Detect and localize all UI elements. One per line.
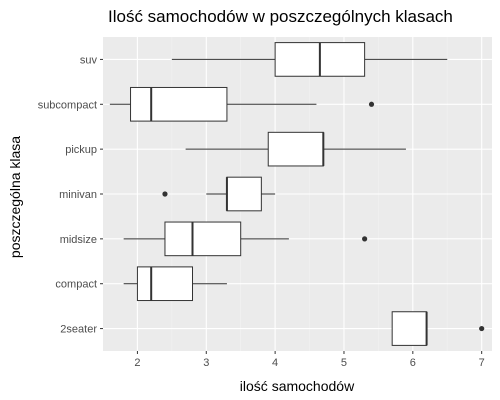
outlier-point: [479, 325, 485, 332]
box-pickup: [185, 131, 406, 167]
x-axis: 2 3 4 5 6 7: [134, 351, 485, 369]
box-iqr: [136, 266, 194, 302]
box-compact: [123, 266, 227, 302]
x-tick-label: 2: [134, 357, 140, 369]
x-tick-label: 4: [272, 357, 278, 369]
box-layer: [109, 42, 485, 346]
box-subcompact: [109, 86, 375, 122]
box-iqr: [226, 176, 262, 212]
x-tick-label: 3: [203, 357, 209, 369]
x-tick-label: 7: [479, 357, 485, 369]
x-tick-label: 5: [341, 357, 347, 369]
box-iqr: [391, 311, 428, 346]
box-iqr: [164, 221, 242, 257]
box-suv: [171, 42, 448, 77]
box-midsize: [123, 221, 368, 257]
y-tick-label: suv: [80, 54, 98, 66]
box-minivan: [162, 176, 276, 212]
outlier-point: [368, 101, 375, 107]
x-tick-label: 6: [410, 357, 416, 369]
y-axis-title: poszczególna klasa: [7, 136, 23, 258]
y-tick-label: midsize: [60, 234, 97, 246]
outlier-point: [162, 191, 168, 197]
box-iqr: [267, 131, 324, 167]
y-tick-label: pickup: [65, 144, 97, 156]
y-tick-label: compact: [55, 279, 97, 291]
y-tick-label: subcompact: [38, 99, 97, 111]
grid-lines: [103, 37, 492, 351]
y-tick-label: 2seater: [60, 324, 97, 336]
box-iqr: [130, 86, 228, 122]
y-tick-label: minivan: [59, 189, 97, 201]
y-axis: 2seater compact midsize minivan pickup subcom…: [38, 54, 103, 336]
chart-title: Ilość samochodów w poszczególnych klasac…: [108, 7, 453, 26]
outlier-point: [362, 236, 368, 242]
x-axis-title: ilość samochodów: [240, 378, 355, 394]
box-2seater: [391, 311, 485, 346]
